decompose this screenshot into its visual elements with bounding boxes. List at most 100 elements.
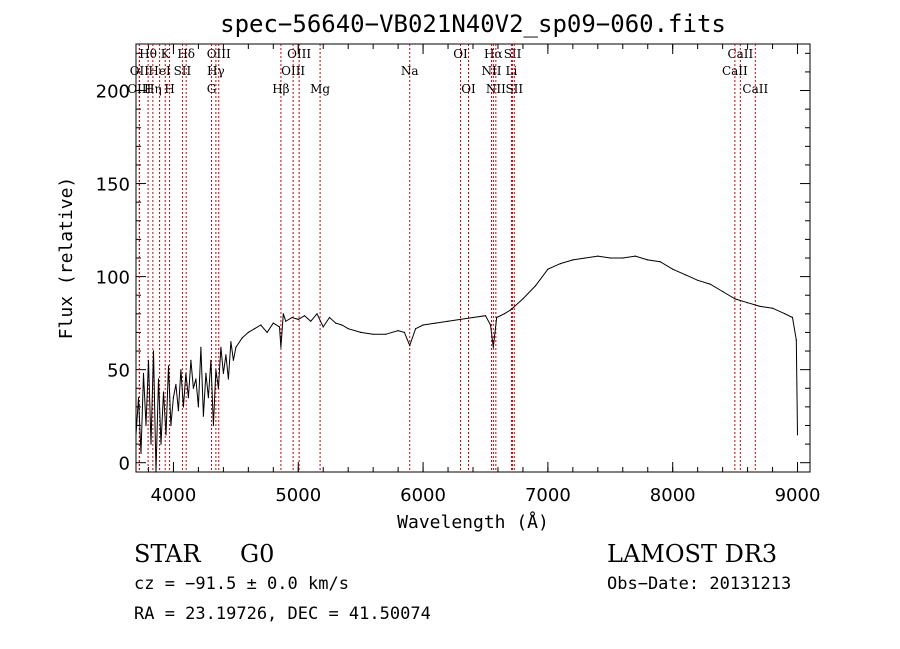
x-axis-label: Wavelength (Å) [397,511,549,533]
flux-data-point [227,378,229,380]
spectral-line-label: NII [481,64,501,78]
y-tick-label: 200 [96,82,130,103]
spectral-line-label: CaII [742,82,768,96]
flux-data-point [303,315,306,317]
flux-data-point [235,346,237,348]
flux-data-point [347,328,349,330]
spectral-line-label: Mg [310,82,330,96]
flux-data-point [791,316,794,319]
flux-data-point [180,369,182,371]
flux-data-point [435,322,437,324]
flux-data-point [205,372,207,374]
spectral-line-label: SII [504,47,522,61]
flux-data-point [316,313,318,315]
spectral-line-label: Hα [484,47,503,61]
flux-data-point [559,263,562,265]
flux-data-point [145,424,147,427]
flux-data-point [489,324,492,326]
flux-data-point [280,346,282,348]
flux-data-point [503,313,505,315]
flux-data-point [140,452,142,454]
flux-data-point [260,324,262,326]
spectral-line-label: OIII [287,47,311,61]
flux-data-point [297,318,299,320]
flux-data-point [772,307,774,309]
chart-title: spec−56640−VB021N40V2_sp09−060.fits [220,10,726,38]
flux-data-point [572,259,574,261]
flux-data-point [459,318,462,320]
flux-data-point [385,333,387,335]
spectral-line-label: K [161,47,171,61]
flux-data-point [215,369,217,371]
flux-series-line [135,255,798,473]
spectral-line-label: Hβ [272,82,289,96]
flux-data-point [360,331,362,333]
flux-data-point [232,359,234,361]
flux-data-point [795,339,797,341]
flux-data-point [217,387,219,389]
spectral-line-label: G [207,82,217,96]
flux-data-point [187,397,189,399]
flux-data-point [522,298,524,300]
coordinates-text: RA = 23.19726, DEC = 41.50074 [134,604,431,624]
flux-data-point [634,255,636,257]
flux-data-point [372,333,374,335]
flux-data-point [254,328,256,330]
flux-data-point [190,359,192,361]
flux-data-point [155,471,157,473]
flux-data-point [328,316,331,319]
flux-data-point [142,372,145,374]
spectral-line-label: SII [505,82,523,96]
flux-data-point [759,305,761,307]
spectral-line-label: SII [174,64,192,78]
obs-date-text: Obs−Date: 20131213 [607,574,792,594]
spectral-line-label: NII [486,82,506,96]
spectral-line-label: Hη [144,82,162,96]
flux-data-point [182,406,184,408]
flux-data-point [403,331,405,333]
spectral-line-label: Hθ [139,47,157,61]
flux-data-point [397,330,399,332]
flux-data-point [247,331,249,333]
plot-frame [135,43,811,473]
x-tick-label: 4000 [151,485,197,506]
flux-data-point [747,302,749,304]
flux-data-point [609,257,611,259]
flux-data-point [709,283,711,285]
flux-data-point [547,268,549,270]
flux-data-point [207,397,209,399]
flux-data-point [647,259,649,261]
flux-data-point [157,378,160,380]
flux-data-point [496,316,498,319]
flux-data-point [484,315,487,317]
flux-data-point [172,397,174,399]
spectral-line-label: Li [506,64,518,78]
spectral-line-label: OIII [127,82,151,96]
spectral-line-label: HeI [148,64,171,78]
spectral-line-label: OII [130,64,150,78]
y-tick-label: 0 [119,454,130,475]
spectral-line-label: Na [401,64,419,78]
x-tick-label: 6000 [400,485,446,506]
flux-data-point [584,257,586,259]
flux-data-point [160,443,162,445]
flux-data-point [659,261,661,263]
flux-data-point [150,443,152,445]
x-tick-label: 7000 [525,485,571,506]
spectral-line-label: Hγ [207,64,225,78]
flux-data-point [177,410,179,412]
flux-data-point [310,320,312,322]
flux-data-point [796,434,799,436]
y-tick-label: 150 [96,175,130,196]
flux-data-point [784,313,786,315]
flux-data-point [200,346,202,348]
x-tick-label: 9000 [775,485,821,506]
flux-data-point [722,290,724,293]
flux-data-point [195,378,197,380]
flux-data-point [291,316,293,319]
x-tick-label: 8000 [650,485,696,506]
flux-data-point [230,341,232,343]
spectral-line-label: OI [453,47,468,61]
flux-data-point [266,331,268,333]
flux-data-point [241,337,243,339]
